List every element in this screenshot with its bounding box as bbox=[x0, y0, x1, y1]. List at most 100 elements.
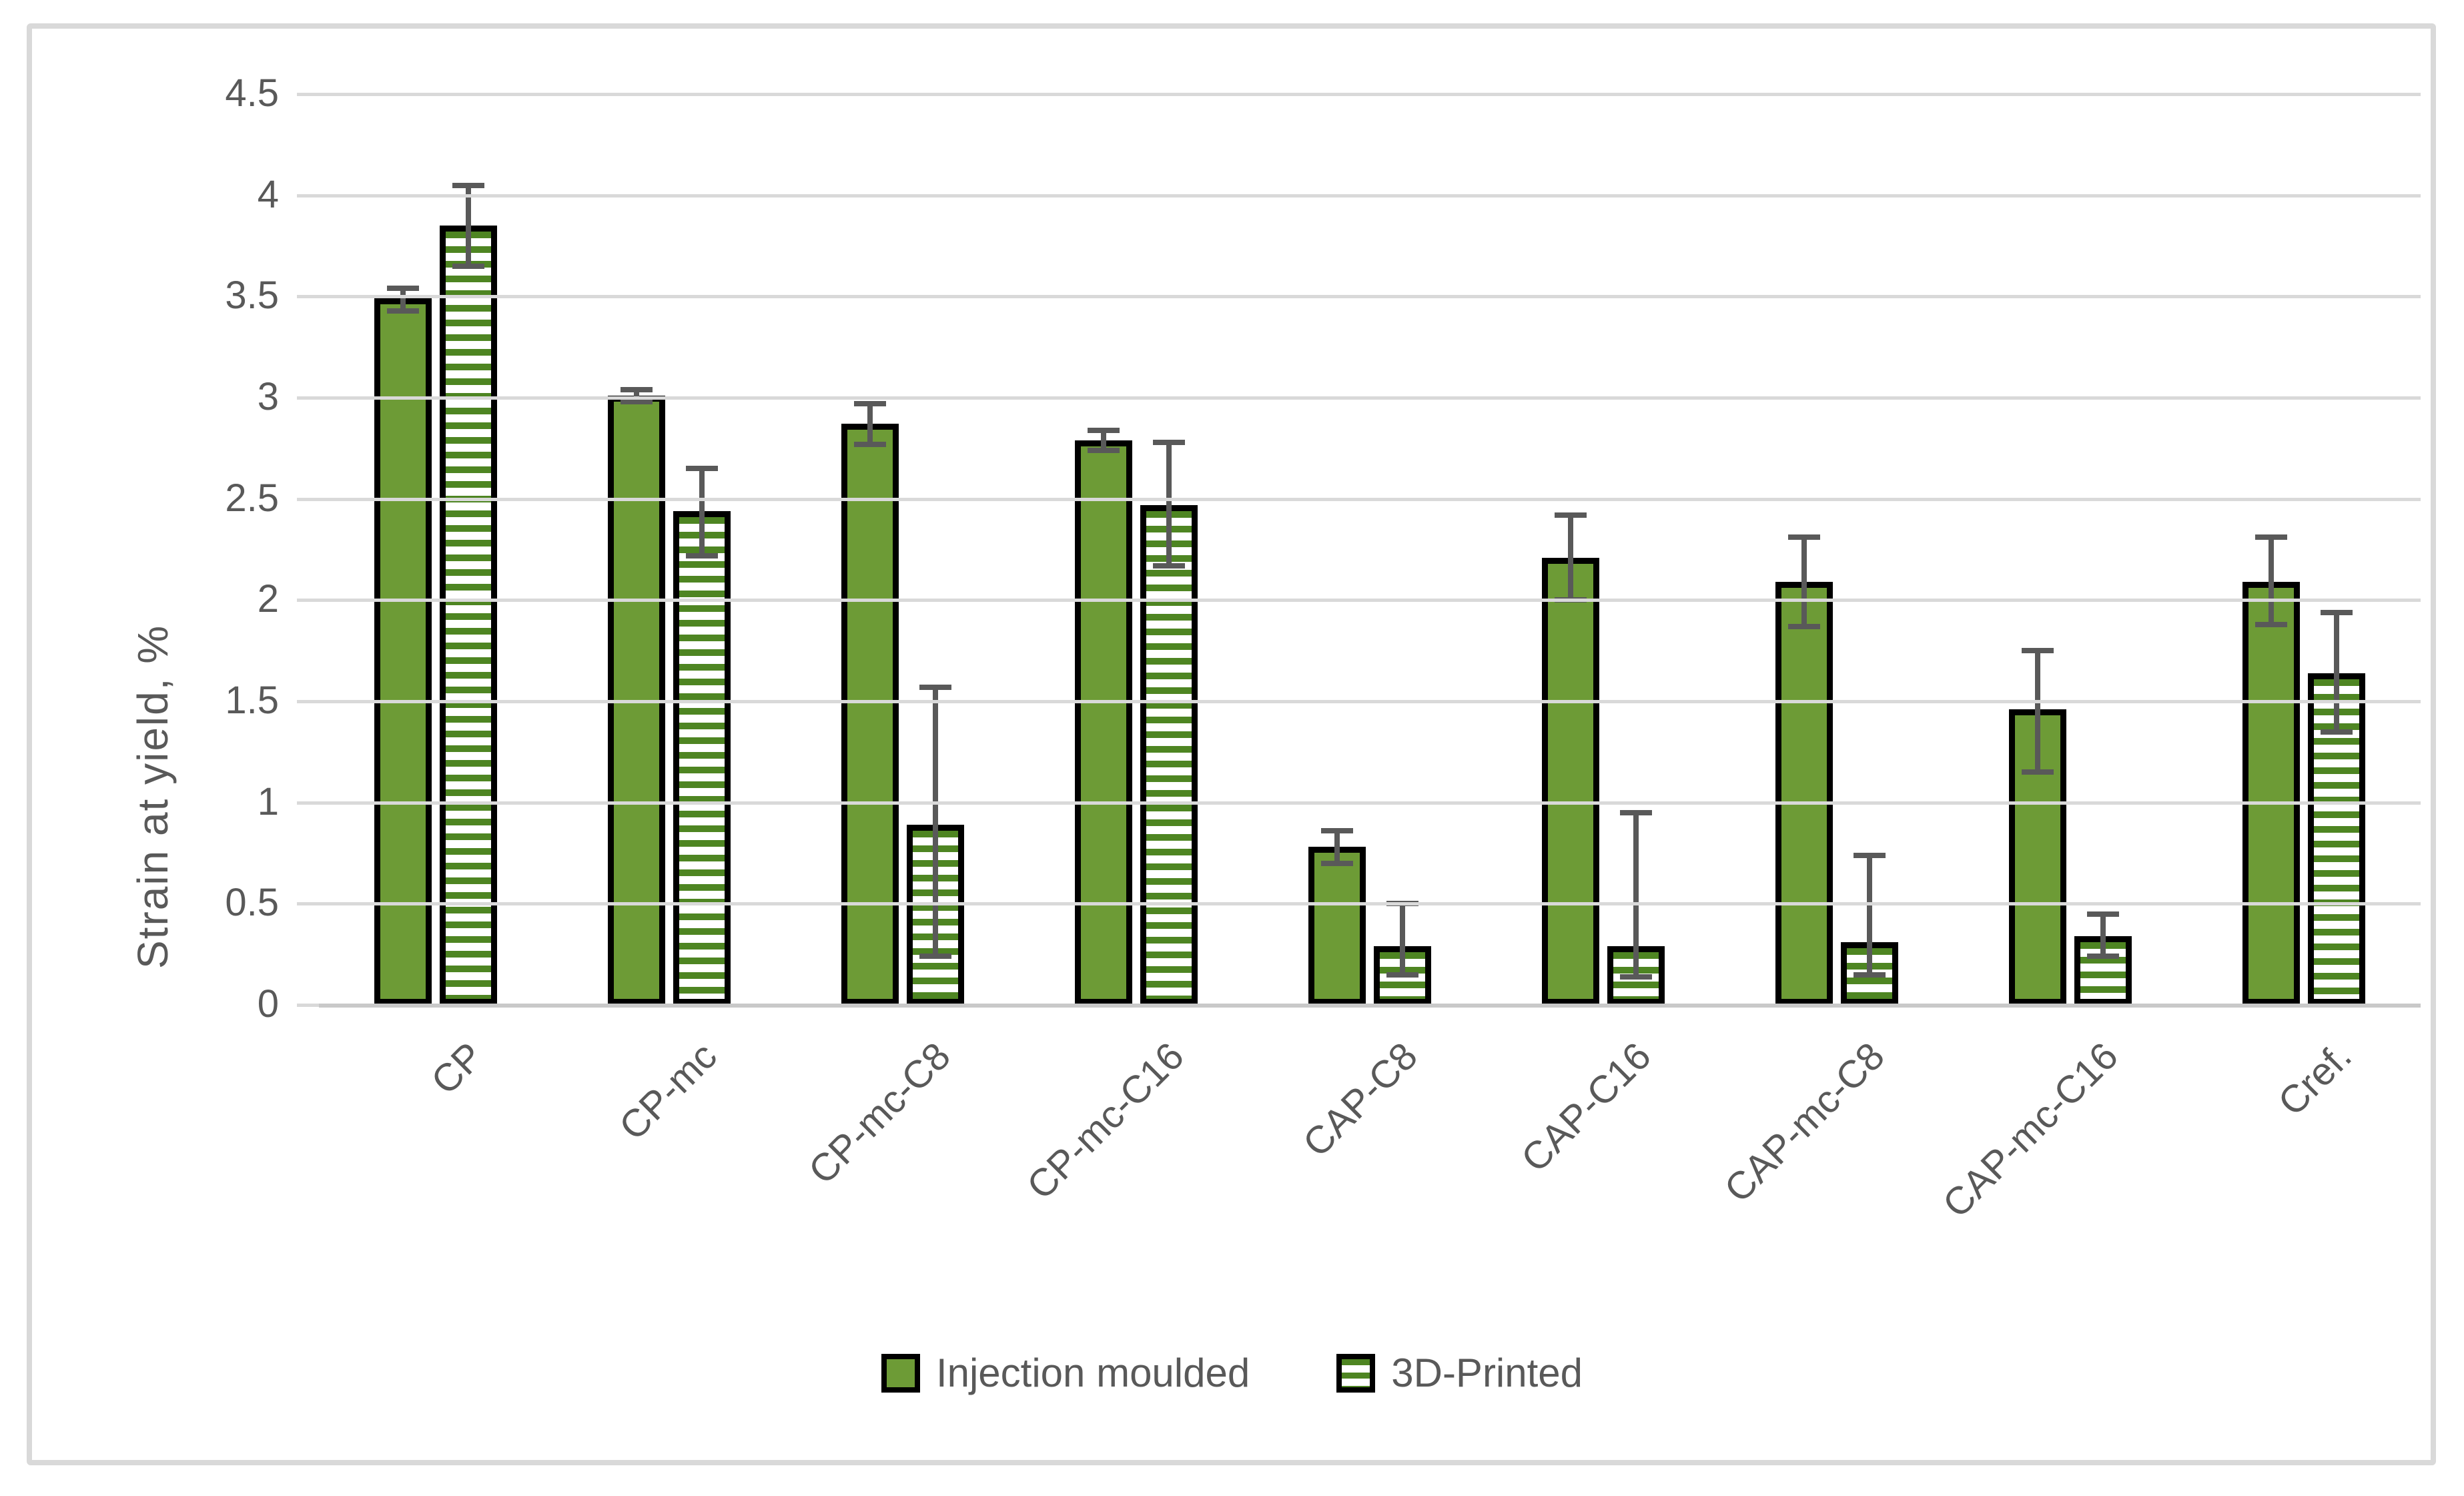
error-bar-line bbox=[2035, 651, 2040, 773]
bar-injection-moulded bbox=[841, 424, 899, 1005]
error-bar-cap-top bbox=[2022, 648, 2054, 654]
error-bar-cap-top bbox=[452, 182, 484, 188]
error-bar-line bbox=[1101, 430, 1106, 450]
error-bar-cap-bottom bbox=[2087, 954, 2119, 960]
error-bar-line bbox=[933, 687, 938, 957]
error-bar-cap-top bbox=[1153, 439, 1185, 445]
error-bar-cap-top bbox=[1620, 809, 1652, 815]
error-bar-cap-bottom bbox=[452, 263, 484, 269]
gridline bbox=[319, 700, 2421, 703]
gridline bbox=[319, 396, 2421, 400]
error-bar-line bbox=[2100, 913, 2106, 957]
error-bar-cap-bottom bbox=[686, 552, 718, 558]
legend-label: 3D-Printed bbox=[1391, 1351, 1583, 1395]
y-axis-tick bbox=[297, 1004, 319, 1007]
y-tick-label: 1 bbox=[257, 779, 279, 823]
error-bar-cap-top bbox=[854, 401, 886, 407]
error-bar-line bbox=[2334, 612, 2339, 732]
bar-injection-moulded bbox=[1308, 847, 1366, 1005]
gridline bbox=[319, 93, 2421, 96]
error-bar-cap-top bbox=[621, 386, 653, 392]
error-bar-cap-bottom bbox=[919, 954, 951, 960]
error-bar-cap-bottom bbox=[1620, 974, 1652, 980]
y-tick-label: 3.5 bbox=[225, 274, 279, 318]
error-bar-line bbox=[1633, 812, 1639, 977]
x-axis-line bbox=[319, 1004, 2421, 1008]
error-bar-cap-bottom bbox=[1321, 860, 1353, 866]
y-axis-tick bbox=[297, 295, 319, 299]
legend-item-3d-printed: 3D-Printed bbox=[1336, 1353, 1583, 1393]
figure-border bbox=[27, 23, 2436, 1465]
bar-3d-printed bbox=[440, 226, 497, 1005]
error-bar-line bbox=[1334, 831, 1340, 863]
error-bar-line bbox=[867, 404, 873, 444]
solid-bar-swatch-icon bbox=[881, 1354, 920, 1393]
error-bar-cap-top bbox=[387, 286, 419, 292]
y-tick-label: 2.5 bbox=[225, 476, 279, 520]
error-bar-cap-top bbox=[686, 466, 718, 472]
error-bar-cap-bottom bbox=[1153, 563, 1185, 569]
error-bar-line bbox=[634, 389, 639, 402]
error-bar-cap-bottom bbox=[1788, 623, 1820, 629]
error-bar-cap-top bbox=[919, 684, 951, 690]
error-bar-cap-bottom bbox=[2321, 729, 2353, 735]
error-bar-line bbox=[1867, 855, 1872, 975]
legend-label: Injection moulded bbox=[935, 1351, 1250, 1395]
y-tick-label: 0 bbox=[257, 982, 279, 1026]
error-bar-cap-top bbox=[1854, 852, 1886, 858]
y-tick-label: 1.5 bbox=[225, 679, 279, 722]
y-axis-tick bbox=[297, 902, 319, 906]
error-bar-line bbox=[400, 288, 406, 311]
y-tick-label: 2 bbox=[257, 577, 279, 621]
error-bar-line bbox=[1568, 514, 1573, 601]
error-bar-cap-bottom bbox=[1386, 972, 1418, 978]
bar-3d-printed bbox=[673, 510, 731, 1005]
error-bar-cap-top bbox=[2321, 609, 2353, 615]
y-axis-tick bbox=[297, 497, 319, 501]
error-bar-line bbox=[2269, 537, 2274, 625]
y-tick-label: 4.5 bbox=[225, 71, 279, 115]
y-axis-tick bbox=[297, 93, 319, 96]
bar-injection-moulded bbox=[2242, 582, 2300, 1005]
error-bar-cap-top bbox=[1788, 534, 1820, 540]
y-tick-label: 0.5 bbox=[225, 881, 279, 925]
y-axis-tick bbox=[297, 801, 319, 805]
gridline bbox=[319, 194, 2421, 198]
y-axis-tick bbox=[297, 396, 319, 400]
legend-item-injection-moulded: Injection moulded bbox=[881, 1353, 1250, 1393]
gridline bbox=[319, 599, 2421, 603]
error-bar-cap-top bbox=[1321, 828, 1353, 834]
error-bar-cap-bottom bbox=[1088, 447, 1120, 453]
y-axis-tick bbox=[297, 599, 319, 603]
y-axis-tick bbox=[297, 700, 319, 703]
error-bar-line bbox=[466, 185, 471, 266]
bar-injection-moulded bbox=[1075, 440, 1132, 1005]
y-tick-label: 4 bbox=[257, 172, 279, 216]
error-bar-cap-top bbox=[1555, 512, 1587, 518]
error-bar-line bbox=[699, 468, 705, 556]
bar-injection-moulded bbox=[1542, 557, 1599, 1005]
bar-3d-printed bbox=[1140, 504, 1198, 1005]
y-tick-label: 3 bbox=[257, 375, 279, 418]
error-bar-cap-top bbox=[1088, 427, 1120, 433]
gridline bbox=[319, 902, 2421, 906]
y-axis-tick bbox=[297, 194, 319, 198]
error-bar-line bbox=[1166, 442, 1172, 566]
error-bar-line bbox=[1400, 903, 1405, 975]
error-bar-cap-bottom bbox=[1854, 972, 1886, 978]
legend: Injection moulded 3D-Printed bbox=[0, 1353, 2464, 1393]
error-bar-cap-top bbox=[2255, 534, 2287, 540]
error-bar-cap-bottom bbox=[2022, 769, 2054, 775]
error-bar-cap-bottom bbox=[387, 308, 419, 314]
gridline bbox=[319, 295, 2421, 299]
error-bar-cap-bottom bbox=[621, 399, 653, 405]
error-bar-line bbox=[1801, 537, 1807, 627]
error-bar-cap-bottom bbox=[854, 441, 886, 447]
bar-injection-moulded bbox=[374, 298, 432, 1005]
gridline bbox=[319, 497, 2421, 501]
gridline bbox=[319, 801, 2421, 805]
error-bar-cap-top bbox=[2087, 911, 2119, 917]
error-bar-cap-bottom bbox=[2255, 621, 2287, 627]
striped-bar-swatch-icon bbox=[1336, 1354, 1376, 1393]
